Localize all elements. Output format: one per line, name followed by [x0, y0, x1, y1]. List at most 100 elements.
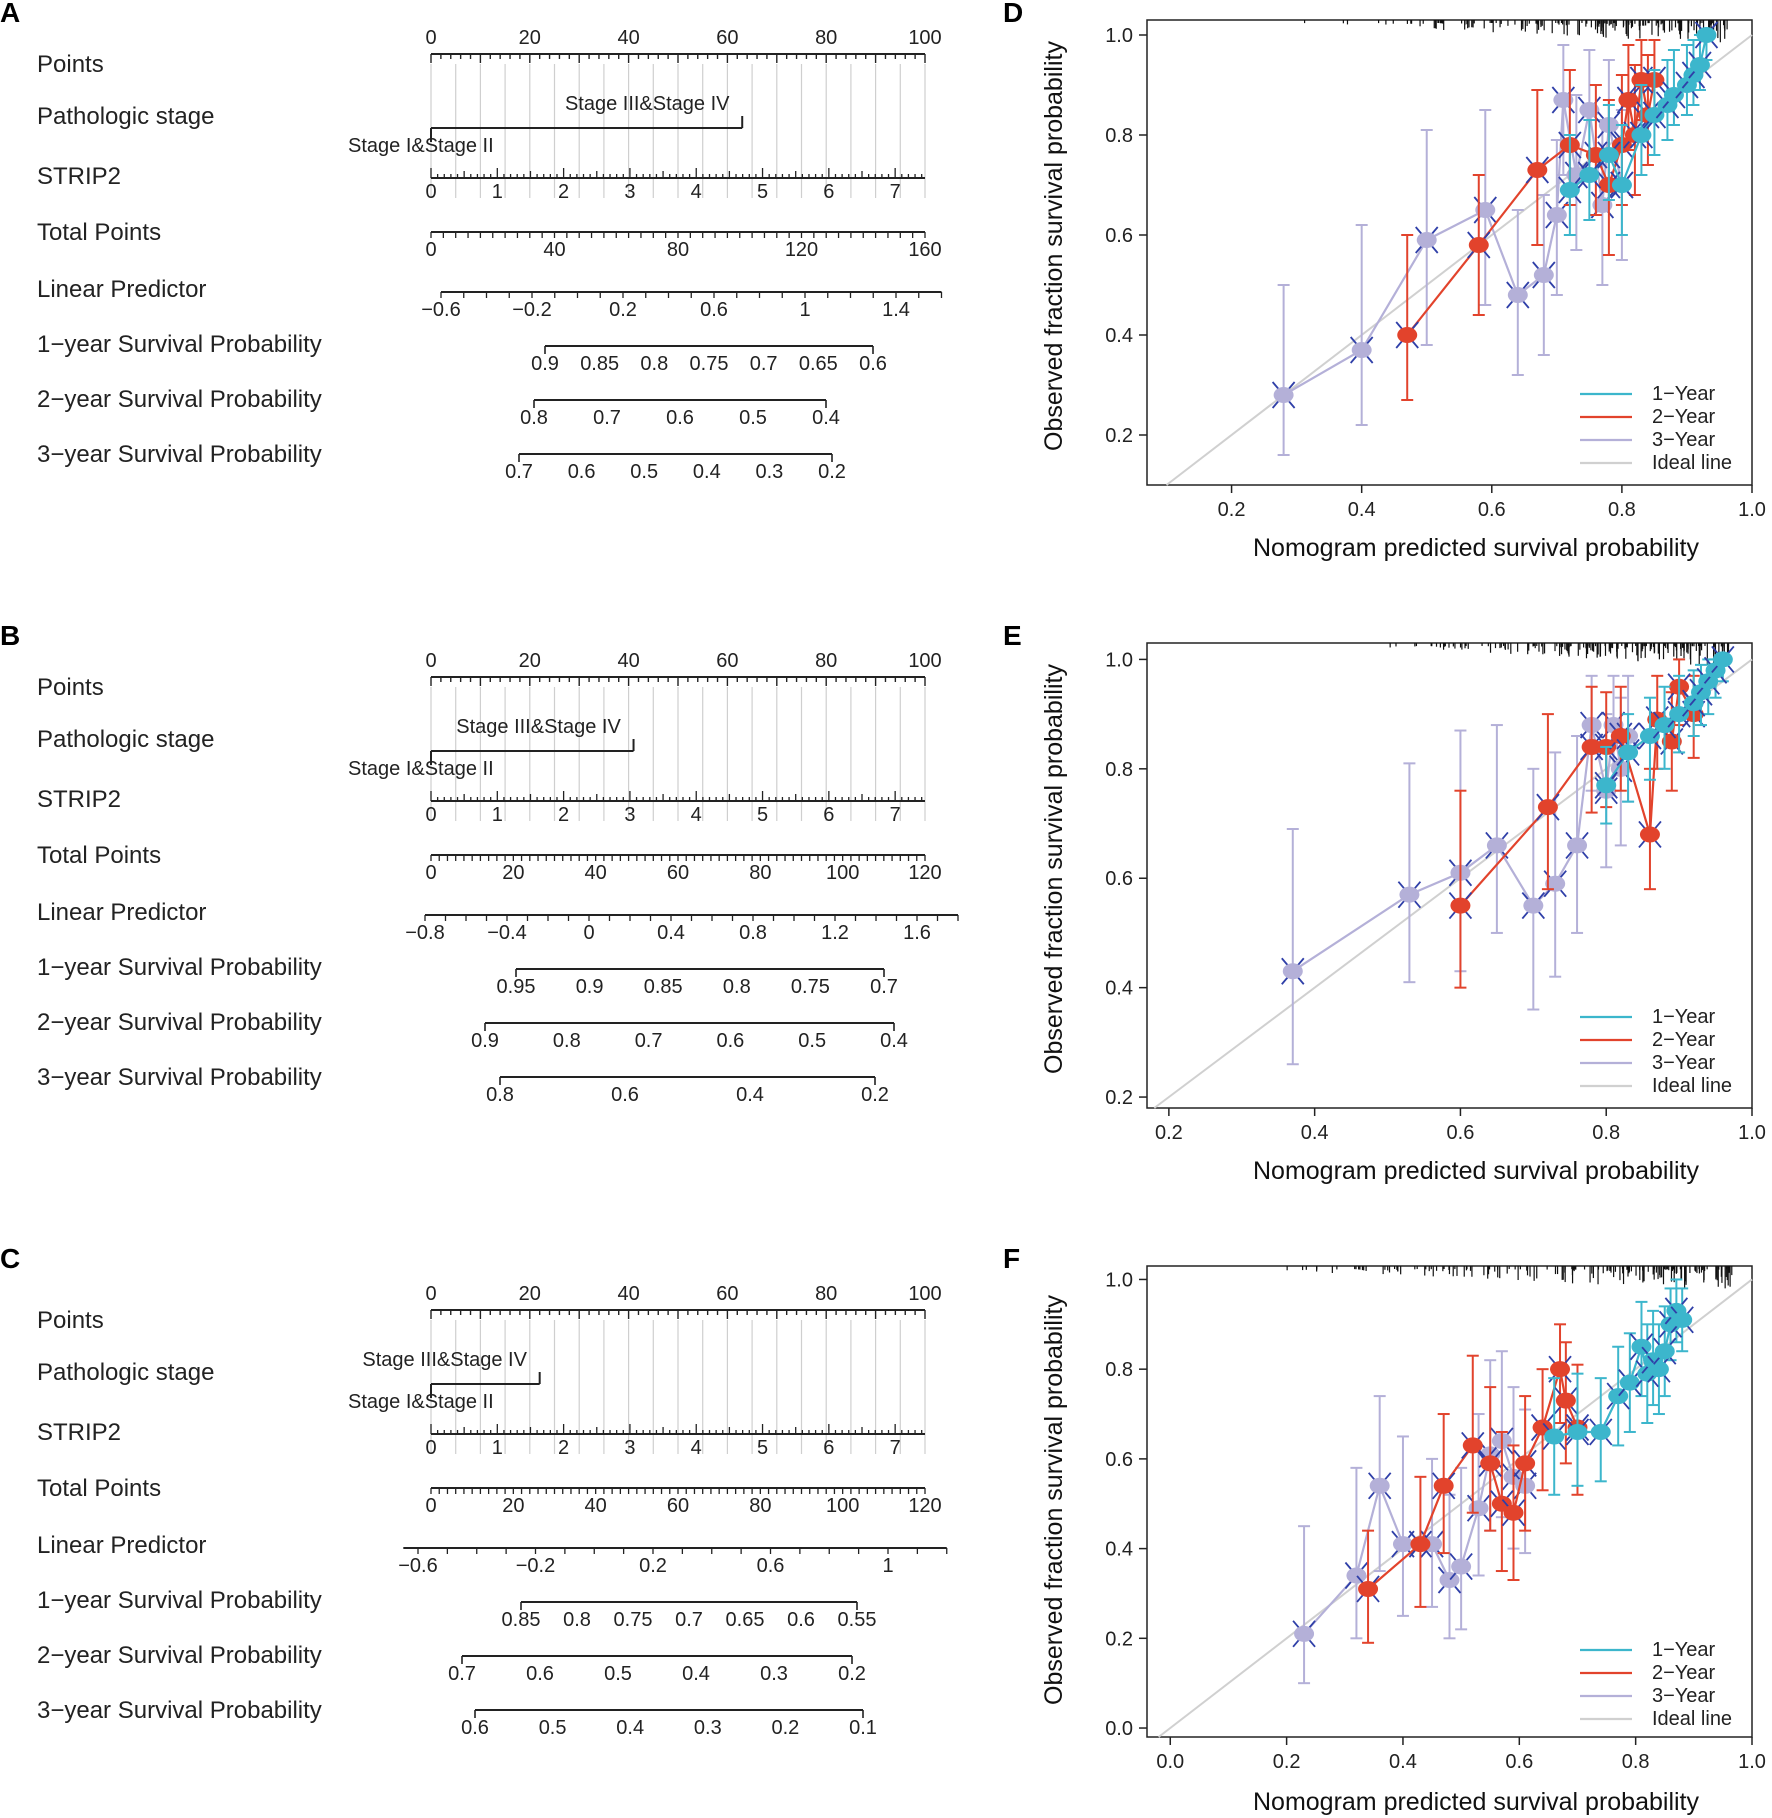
tick-label: 0.75 — [614, 1609, 653, 1631]
stage-high-label: Stage III&Stage IV — [565, 93, 730, 115]
tick-label: 100 — [908, 650, 941, 672]
tick-label: −0.6 — [421, 299, 460, 321]
tick-label: 1 — [799, 299, 810, 321]
legend-label-ideal-line: Ideal line — [1652, 452, 1732, 474]
legend-label-1-year: 1−Year — [1652, 1639, 1716, 1661]
tick-label: 0.2 — [639, 1555, 667, 1577]
x-tick-label: 0.8 — [1608, 499, 1636, 521]
x-tick-label: 0.6 — [1447, 1122, 1475, 1144]
data-point — [1644, 107, 1665, 123]
tick-label: 80 — [815, 27, 837, 49]
tick-label: 60 — [667, 1495, 689, 1517]
row-label: Total Points — [37, 842, 161, 869]
tick-label: 0.65 — [799, 353, 838, 375]
tick-label: 7 — [890, 804, 901, 826]
data-point — [1581, 738, 1602, 755]
tick-label: 20 — [519, 27, 541, 49]
tick-label: 120 — [785, 239, 818, 261]
tick-label: 0.75 — [690, 353, 729, 375]
series-1-year — [1542, 1278, 1694, 1496]
tick-label: 0.6 — [757, 1555, 785, 1577]
tick-label: 0.3 — [755, 461, 783, 483]
series-1-year — [1594, 645, 1735, 825]
tick-label: 0 — [425, 181, 436, 203]
tick-label: 0.4 — [693, 461, 721, 483]
x-tick-label: 0.2 — [1155, 1122, 1183, 1144]
row-label: Pathologic stage — [37, 1359, 214, 1386]
x-tick-label: 0.0 — [1156, 1751, 1184, 1773]
data-point — [1545, 875, 1566, 892]
tick-label: 100 — [826, 1495, 859, 1517]
data-point — [1672, 1311, 1693, 1328]
tick-label: 0.6 — [568, 461, 596, 483]
tick-label: 0.5 — [539, 1717, 567, 1739]
data-point — [1669, 706, 1690, 723]
row-label: STRIP2 — [37, 163, 121, 190]
tick-label: 5 — [757, 1437, 768, 1459]
tick-label: 0.6 — [611, 1084, 639, 1106]
row-label: Points — [37, 674, 104, 701]
tick-label: 0.65 — [726, 1609, 765, 1631]
tick-label: 2 — [558, 804, 569, 826]
data-point — [1523, 897, 1544, 914]
tick-label: 4 — [691, 1437, 702, 1459]
tick-label: 0.7 — [635, 1030, 663, 1052]
tick-label: −0.2 — [516, 1555, 555, 1577]
tick-label: 1.4 — [882, 299, 910, 321]
tick-label: 80 — [667, 239, 689, 261]
tick-label: 60 — [716, 650, 738, 672]
data-point — [1661, 733, 1682, 750]
data-point — [1689, 57, 1710, 73]
data-point — [1433, 1477, 1454, 1494]
y-tick-label: 1.0 — [1105, 25, 1133, 47]
panel-letter-a: A — [0, 0, 20, 28]
data-point — [1450, 897, 1471, 914]
tick-label: 0.75 — [791, 976, 830, 998]
tick-label: 0 — [425, 1283, 436, 1305]
row-label: 2−year Survival Probability — [37, 1009, 322, 1036]
row-label: Linear Predictor — [37, 1532, 206, 1559]
y-tick-label: 0.8 — [1105, 759, 1133, 781]
tick-label: 0.8 — [640, 353, 668, 375]
y-tick-label: 1.0 — [1105, 1269, 1133, 1291]
x-tick-label: 0.2 — [1218, 499, 1246, 521]
tick-label: 0.2 — [771, 1717, 799, 1739]
data-point — [1550, 1361, 1571, 1378]
y-axis-title: Observed fraction survival probability — [1040, 664, 1068, 1074]
tick-label: 1 — [492, 1437, 503, 1459]
data-point — [1608, 1388, 1629, 1405]
tick-label: −0.8 — [405, 922, 444, 944]
data-point — [1654, 1343, 1675, 1360]
tick-label: 0.7 — [593, 407, 621, 429]
tick-label: 0 — [425, 239, 436, 261]
tick-label: 80 — [749, 862, 771, 884]
tick-label: 0.2 — [838, 1663, 866, 1685]
legend-label-ideal-line: Ideal line — [1652, 1708, 1732, 1730]
tick-label: 40 — [585, 1495, 607, 1517]
data-point — [1598, 147, 1619, 163]
tick-label: 3 — [624, 181, 635, 203]
rug-marks — [1286, 1266, 1733, 1289]
panel-letter-b: B — [0, 620, 20, 651]
tick-label: 0.4 — [657, 922, 685, 944]
tick-label: 0.8 — [553, 1030, 581, 1052]
tick-label: 60 — [716, 27, 738, 49]
calibration-plot-e: Nomogram predicted survival probability … — [1040, 642, 1766, 1185]
legend: 1−Year 2−Year 3−Year Ideal line — [1580, 1006, 1732, 1097]
legend-label-2-year: 2−Year — [1652, 1662, 1716, 1684]
row-label: STRIP2 — [37, 1419, 121, 1446]
tick-label: 7 — [890, 181, 901, 203]
tick-label: 0.8 — [520, 407, 548, 429]
tick-label: 0.3 — [760, 1663, 788, 1685]
tick-label: 4 — [691, 804, 702, 826]
calibration-plot-d: Nomogram predicted survival probability … — [1040, 19, 1766, 562]
tick-label: 3 — [624, 1437, 635, 1459]
tick-label: 0.2 — [818, 461, 846, 483]
y-tick-label: 0.6 — [1105, 868, 1133, 890]
tick-label: 0.5 — [604, 1663, 632, 1685]
data-point — [1579, 102, 1600, 118]
stage-high-label: Stage III&Stage IV — [456, 716, 621, 738]
y-axis-title: Observed fraction survival probability — [1040, 41, 1068, 451]
y-tick-label: 0.8 — [1105, 1359, 1133, 1381]
